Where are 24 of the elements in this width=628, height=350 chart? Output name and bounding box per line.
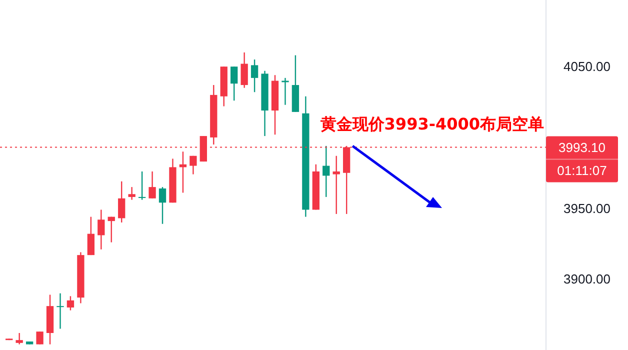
ref-line-label: 3993.10 <box>558 140 606 155</box>
candlestick <box>148 170 156 199</box>
candlestick <box>56 292 64 330</box>
candlestick <box>138 170 146 200</box>
candlestick <box>16 332 23 345</box>
candlestick <box>240 52 248 88</box>
candlestick <box>108 216 115 243</box>
y-tick-label: 3950.00 <box>564 200 610 216</box>
candlestick <box>190 155 197 175</box>
y-tick-label: 3900.00 <box>564 272 610 287</box>
candlestick <box>250 58 258 93</box>
candlestick <box>87 216 95 256</box>
candlestick <box>36 330 44 345</box>
candlestick <box>322 145 330 198</box>
candlestick <box>128 186 136 200</box>
text: 01:11:07 <box>557 162 607 178</box>
annotation: 黄金现价3993-4000布局空单 <box>319 114 544 134</box>
candlestick <box>230 66 238 102</box>
candlestick <box>118 180 126 224</box>
y-tick-label: 4050.00 <box>564 59 610 74</box>
candlestick <box>66 296 74 311</box>
candlestick <box>98 209 105 250</box>
candlestick <box>158 186 166 224</box>
candlestick <box>332 155 340 215</box>
